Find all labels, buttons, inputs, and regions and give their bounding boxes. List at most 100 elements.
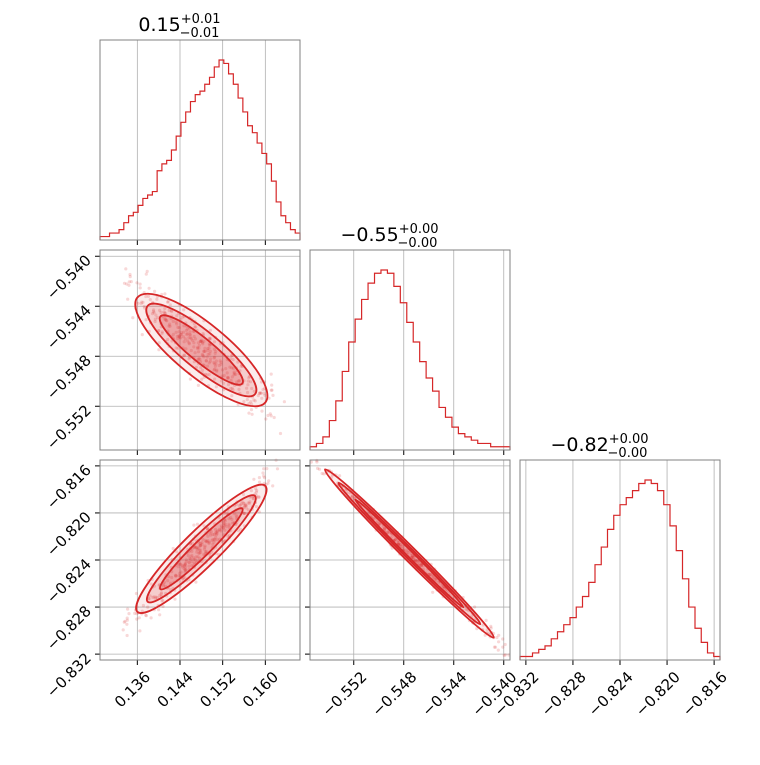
scatter-point bbox=[157, 608, 161, 612]
scatter-point bbox=[257, 495, 261, 499]
scatter-point bbox=[151, 595, 155, 600]
scatter-point bbox=[149, 616, 153, 620]
scatter-point bbox=[269, 388, 273, 392]
histogram-panel-1: 0.15+0.01 −0.01 bbox=[99, 12, 301, 245]
scatter-point bbox=[257, 495, 261, 499]
scatter-point bbox=[179, 570, 183, 574]
scatter-point bbox=[182, 330, 186, 334]
scatter-point bbox=[211, 542, 215, 547]
x-tick-label: −0.548 bbox=[369, 668, 421, 720]
scatter-point bbox=[398, 542, 402, 546]
scatter-point bbox=[167, 308, 171, 312]
scatter-point bbox=[205, 355, 209, 359]
scatter-point bbox=[125, 618, 129, 622]
scatter-point bbox=[166, 299, 170, 304]
scatter-point bbox=[230, 386, 234, 390]
scatter-point bbox=[214, 531, 218, 535]
scatter-point bbox=[184, 569, 188, 573]
scatter-point bbox=[183, 563, 187, 567]
scatter-point bbox=[213, 351, 217, 355]
scatter-point bbox=[410, 554, 414, 558]
scatter-point bbox=[382, 527, 387, 531]
scatter-point bbox=[269, 414, 273, 418]
scatter-point bbox=[412, 555, 416, 560]
scatter-point bbox=[209, 357, 213, 361]
scatter-point bbox=[234, 372, 238, 376]
contour-level-3 bbox=[354, 498, 465, 609]
scatter-point bbox=[251, 496, 255, 500]
scatter-point bbox=[203, 544, 207, 548]
scatter-point bbox=[214, 385, 218, 389]
scatter-point bbox=[266, 413, 270, 418]
scatter-point bbox=[151, 309, 156, 313]
scatter-point bbox=[203, 346, 207, 350]
scatter-point bbox=[206, 348, 210, 353]
scatter-point bbox=[221, 526, 225, 530]
scatter-point bbox=[202, 349, 206, 353]
scatter-point bbox=[203, 349, 207, 353]
scatter-point bbox=[252, 398, 256, 402]
parameter-title-3: −0.82+0.00 −0.00 bbox=[550, 432, 648, 461]
scatter-point bbox=[225, 371, 229, 375]
scatter-point bbox=[163, 292, 167, 296]
scatter-point bbox=[131, 316, 135, 320]
scatter-point bbox=[322, 472, 326, 476]
scatter-point bbox=[183, 562, 187, 566]
scatter-point bbox=[176, 325, 180, 329]
scatter-point bbox=[193, 545, 197, 549]
scatter-point bbox=[247, 411, 251, 415]
scatter-point bbox=[200, 368, 205, 372]
scatter-point bbox=[149, 582, 153, 586]
scatter-point bbox=[126, 297, 130, 301]
scatter-point bbox=[418, 561, 422, 565]
scatter-point bbox=[171, 332, 175, 336]
scatter-point bbox=[200, 377, 204, 381]
scatter-point bbox=[235, 380, 239, 384]
scatter-point bbox=[184, 568, 188, 572]
scatter-point bbox=[134, 591, 138, 596]
scatter-point bbox=[139, 302, 143, 306]
scatter-point bbox=[261, 388, 265, 392]
scatter-point bbox=[163, 317, 168, 321]
scatter-point bbox=[187, 564, 191, 568]
scatter-point bbox=[419, 564, 424, 568]
scatter-point bbox=[484, 618, 488, 623]
scatter-point bbox=[189, 557, 193, 562]
scatter-point bbox=[497, 640, 501, 644]
scatter-point bbox=[190, 541, 194, 546]
scatter-point bbox=[161, 584, 165, 588]
scatter-point bbox=[433, 578, 437, 582]
parameter-title-2: −0.55+0.00 −0.00 bbox=[340, 222, 438, 251]
scatter-point bbox=[217, 527, 221, 532]
scatter-point bbox=[202, 552, 206, 557]
scatter-point bbox=[208, 359, 212, 363]
title-value: −0.82 bbox=[550, 434, 608, 456]
scatter-point bbox=[177, 326, 181, 330]
scatter-point bbox=[229, 378, 233, 382]
scatter-point bbox=[254, 504, 258, 509]
scatter-point bbox=[242, 504, 247, 508]
scatter-point bbox=[237, 379, 241, 383]
scatter-point bbox=[197, 556, 202, 560]
scatter-point bbox=[239, 502, 243, 506]
scatter-point bbox=[213, 377, 217, 381]
scatter-point bbox=[215, 538, 220, 542]
scatter-point bbox=[135, 617, 139, 621]
scatter-point bbox=[158, 613, 162, 617]
y-tick-label: −0.832 bbox=[43, 649, 95, 701]
scatter-point bbox=[431, 590, 435, 594]
panel-frame bbox=[309, 249, 511, 451]
scatter-point bbox=[160, 599, 164, 603]
scatter-point bbox=[190, 563, 194, 568]
scatter-point bbox=[218, 359, 222, 363]
scatter-point bbox=[338, 474, 342, 478]
scatter-point bbox=[160, 331, 164, 335]
scatter-point bbox=[225, 525, 229, 529]
scatter-point bbox=[182, 564, 186, 568]
scatter-point bbox=[207, 361, 211, 365]
y-tick-label: −0.828 bbox=[43, 602, 95, 654]
scatter-point bbox=[166, 300, 170, 304]
scatter-point bbox=[213, 538, 217, 542]
scatter-point bbox=[183, 565, 188, 569]
scatter-point bbox=[501, 637, 505, 641]
